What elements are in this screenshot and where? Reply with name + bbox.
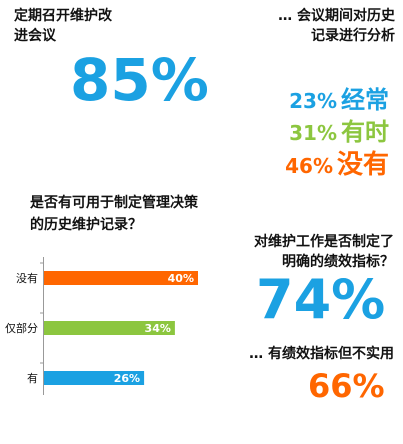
q5-value: 66% [308, 367, 385, 405]
bar-chart-category-label: 仅部分 [5, 321, 38, 335]
q2-stats: 23% 经常 31% 有时 46% 没有 [285, 80, 389, 180]
bar-chart: 没有 40% 仅部分 34% 有 26% [5, 257, 198, 395]
q3-question: 是否有可用于制定管理决策 的历史维护记录？ [30, 192, 240, 236]
q1-question-line1: 定期召开维护改 [14, 8, 112, 24]
q2-question: … 会议期间对历史 记录进行分析 [235, 6, 395, 46]
bar-chart-value-label: 26% [114, 372, 140, 385]
q1-value: 85% [70, 46, 209, 114]
bar-chart-value-label: 34% [145, 322, 171, 335]
q2-stat-never: 46% 没有 [285, 144, 389, 180]
q2-stat-sometimes-pct: 31% [289, 121, 337, 145]
q2-stat-never-pct: 46% [285, 154, 333, 178]
q4-question: 对维护工作是否制定了 明确的绩效指标？ [222, 232, 394, 272]
q1-question: 定期召开维护改 进会议 [14, 6, 164, 46]
bar-chart-category-label: 没有 [16, 271, 38, 285]
q2-stat-never-word: 没有 [336, 150, 389, 180]
bar-chart-category-label: 有 [27, 371, 38, 385]
q2-stat-often-word: 经常 [341, 86, 389, 114]
q3-question-line2: 的历史维护记录？ [30, 217, 142, 233]
q3-question-line1: 是否有可用于制定管理决策 [30, 195, 198, 211]
q5-text: … 有绩效指标但不实用 [249, 346, 394, 362]
q4-value: 74% [256, 268, 386, 331]
bar-chart-bar [44, 371, 145, 385]
q4-question-line1: 对维护工作是否制定了 [254, 234, 394, 250]
bar-chart-value-label: 40% [168, 272, 194, 285]
bar-chart-bar [44, 321, 175, 335]
q2-stat-sometimes: 31% 有时 [285, 112, 389, 146]
q2-question-line2: 记录进行分析 [311, 28, 395, 44]
q2-question-line1: … 会议期间对历史 [278, 8, 395, 24]
q2-stat-often-pct: 23% [289, 89, 337, 113]
q2-stat-sometimes-word: 有时 [341, 118, 389, 146]
q2-stat-often: 23% 经常 [285, 80, 389, 114]
q1-question-line2: 进会议 [14, 28, 56, 44]
bar-chart-bar [44, 271, 198, 285]
q4-question-line2: 明确的绩效指标？ [282, 254, 394, 270]
